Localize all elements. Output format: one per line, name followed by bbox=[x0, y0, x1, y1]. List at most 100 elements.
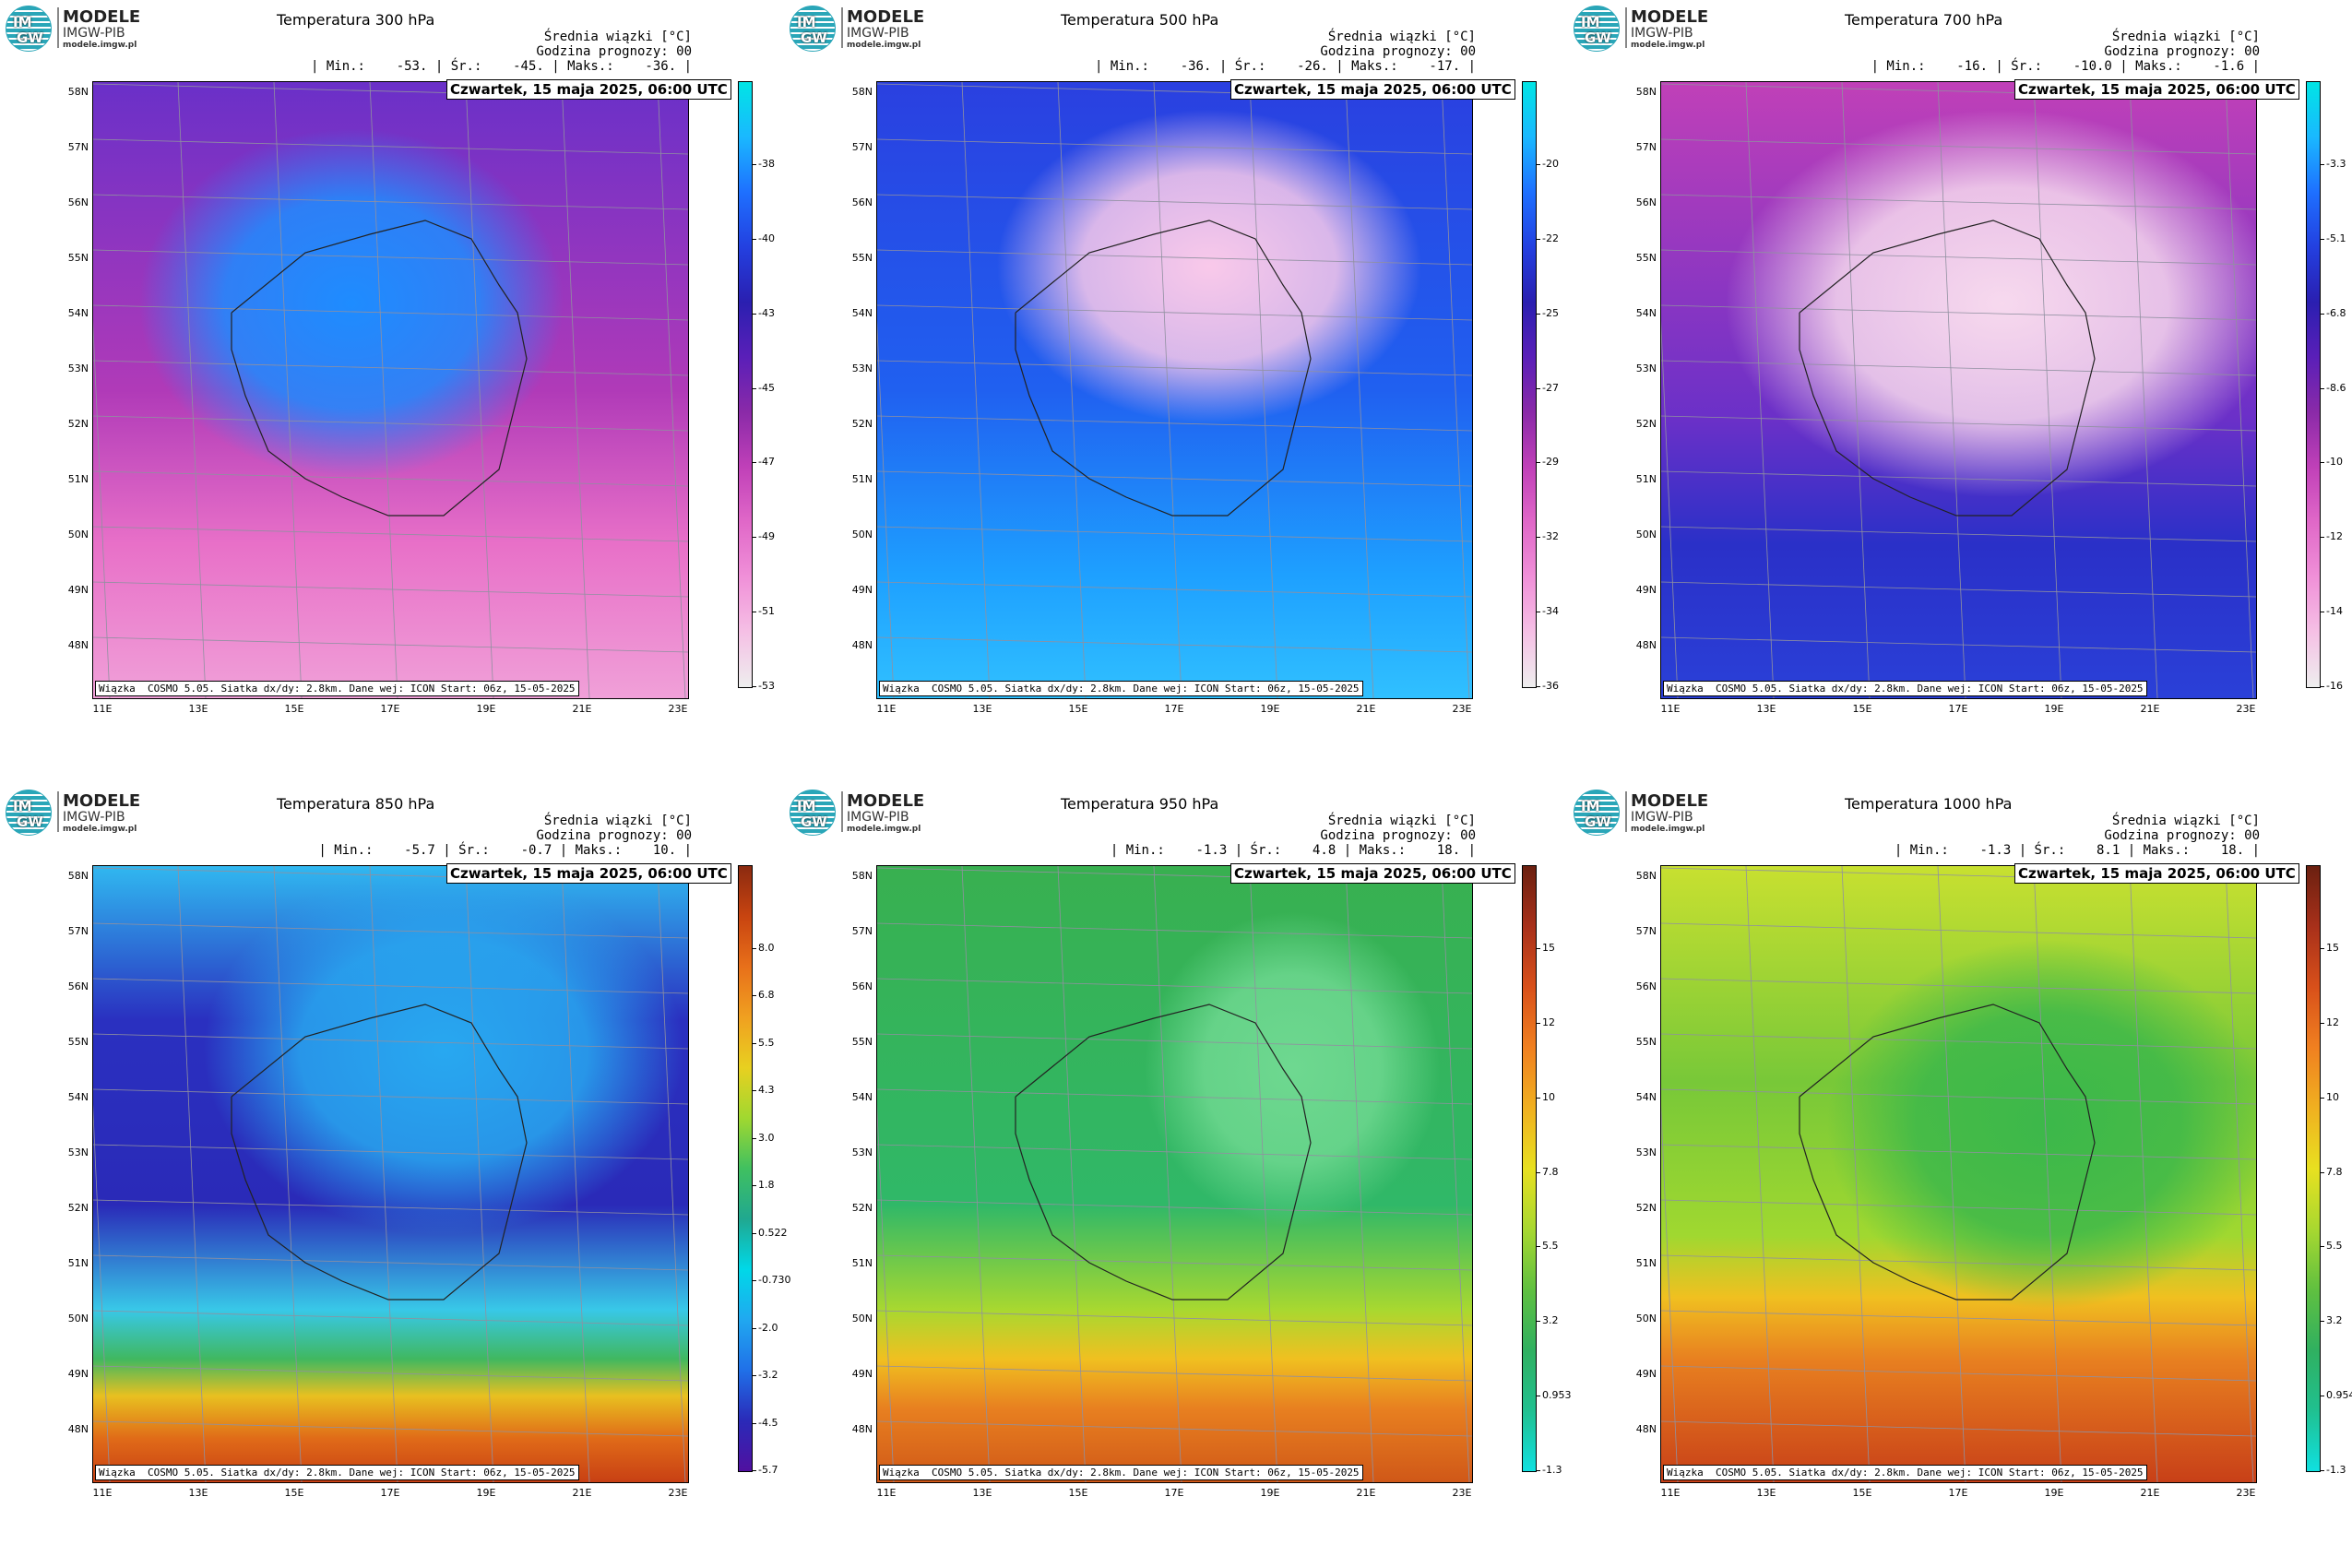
colorbar-tick bbox=[2320, 313, 2324, 315]
latitude-gridline bbox=[93, 360, 688, 376]
longitude-gridline bbox=[93, 1104, 111, 1482]
brand-url[interactable]: modele.imgw.pl bbox=[63, 825, 137, 834]
colorbar-tick bbox=[1536, 537, 1540, 539]
latitude-gridline bbox=[1661, 1144, 2256, 1160]
latitude-label: 53N bbox=[67, 362, 89, 374]
stats-title: Średnia wiązki [°C] bbox=[1327, 814, 1476, 828]
colorbar-tick bbox=[752, 238, 756, 240]
longitude-gridline bbox=[1937, 82, 1966, 698]
colorbar-tick bbox=[752, 1422, 756, 1424]
logo-text-bottom: GW bbox=[17, 814, 43, 830]
brand-url[interactable]: modele.imgw.pl bbox=[847, 41, 921, 50]
latitude-gridline bbox=[93, 249, 688, 266]
colorbar-tick-label: 3.2 bbox=[2326, 1314, 2343, 1327]
latitude-label: 48N bbox=[851, 1423, 873, 1435]
longitude-gridline bbox=[2033, 82, 2062, 698]
temperature-field bbox=[1661, 82, 2256, 698]
longitude-label: 17E bbox=[1164, 703, 1184, 715]
forecast-date: Czwartek, 15 maja 2025, 06:00 UTC bbox=[446, 863, 731, 884]
stats-title: Średnia wiązki [°C] bbox=[543, 30, 692, 44]
latitude-label: 57N bbox=[67, 925, 89, 937]
longitude-label: 23E bbox=[2236, 703, 2256, 715]
longitude-gridline bbox=[1841, 82, 1871, 698]
latitude-label: 54N bbox=[67, 307, 89, 319]
longitude-label: 21E bbox=[572, 703, 592, 715]
map-title: Temperatura 500 hPa bbox=[1061, 11, 1219, 29]
longitude-label: 15E bbox=[1068, 1487, 1088, 1499]
longitude-gridline bbox=[273, 82, 303, 698]
stats-title: Średnia wiązki [°C] bbox=[2111, 30, 2260, 44]
colorbar-tick-label: -40 bbox=[758, 232, 775, 244]
map-area: Wiązka COSMO 5.05. Siatka dx/dy: 2.8km. … bbox=[1660, 865, 2257, 1483]
logo-divider bbox=[1625, 791, 1627, 832]
forecast-hour: Godzina prognozy: 00 bbox=[2104, 828, 2260, 843]
latitude-gridline bbox=[877, 304, 1472, 321]
colorbar-tick bbox=[752, 995, 756, 997]
brand-org: IMGW-PIB bbox=[1631, 810, 1693, 825]
brand-url[interactable]: modele.imgw.pl bbox=[63, 41, 137, 50]
brand-url[interactable]: modele.imgw.pl bbox=[847, 825, 921, 834]
colorbar-tick bbox=[1536, 164, 1540, 165]
latitude-gridline bbox=[93, 1310, 688, 1326]
country-border bbox=[1799, 1004, 2096, 1301]
colorbar-tick-label: -53 bbox=[758, 680, 775, 692]
country-border bbox=[231, 1004, 528, 1301]
logo-emblem-icon bbox=[1574, 6, 1620, 52]
map-title: Temperatura 700 hPa bbox=[1845, 11, 2003, 29]
colorbar-tick bbox=[2320, 537, 2324, 539]
colorbar-tick-label: 5.5 bbox=[758, 1036, 775, 1049]
longitude-gridline bbox=[93, 320, 111, 698]
latitude-label: 55N bbox=[851, 1036, 873, 1048]
map-panel: IM GW MODELE IMGW-PIB modele.imgw.pl Temperat… bbox=[784, 0, 1568, 784]
latitude-gridline bbox=[1661, 636, 2256, 653]
longitude-label: 23E bbox=[668, 703, 688, 715]
colorbar-tick-label: -29 bbox=[1542, 456, 1559, 469]
temperature-field bbox=[877, 866, 1472, 1482]
temperature-field bbox=[93, 82, 688, 698]
colorbar-tick-label: 1.8 bbox=[758, 1179, 775, 1192]
latitude-label: 56N bbox=[851, 196, 873, 208]
colorbar bbox=[1522, 81, 1537, 688]
latitude-gridline bbox=[877, 636, 1472, 653]
colorbar-tick-label: 12 bbox=[2326, 1016, 2339, 1028]
colorbar-tick bbox=[752, 164, 756, 165]
latitude-gridline bbox=[877, 1033, 1472, 1050]
brand-url[interactable]: modele.imgw.pl bbox=[1631, 41, 1705, 50]
colorbar-tick bbox=[752, 537, 756, 539]
latitude-label: 56N bbox=[1635, 980, 1657, 992]
longitude-gridline bbox=[465, 866, 494, 1482]
longitude-gridline bbox=[1745, 866, 1775, 1482]
temperature-field bbox=[93, 866, 688, 1482]
logo-divider bbox=[841, 7, 843, 48]
longitude-label: 23E bbox=[668, 1487, 688, 1499]
model-footer: Wiązka COSMO 5.05. Siatka dx/dy: 2.8km. … bbox=[1663, 681, 2147, 696]
latitude-label: 55N bbox=[1635, 1036, 1657, 1048]
longitude-label: 13E bbox=[188, 703, 208, 715]
colorbar-tick bbox=[752, 1470, 756, 1471]
longitude-label: 15E bbox=[284, 1487, 304, 1499]
map-area: Wiązka COSMO 5.05. Siatka dx/dy: 2.8km. … bbox=[92, 81, 689, 699]
longitude-gridline bbox=[1249, 866, 1278, 1482]
latitude-gridline bbox=[1661, 1420, 2256, 1437]
latitude-gridline bbox=[1661, 304, 2256, 321]
colorbar bbox=[1522, 865, 1537, 1472]
latitude-label: 49N bbox=[1635, 1368, 1657, 1380]
longitude-label: 21E bbox=[1356, 703, 1376, 715]
longitude-gridline bbox=[1937, 866, 1966, 1482]
colorbar-tick-label: -16 bbox=[2326, 680, 2343, 692]
colorbar-tick bbox=[2320, 1097, 2324, 1099]
colorbar-tick-label: -32 bbox=[1542, 530, 1559, 543]
latitude-gridline bbox=[1661, 526, 2256, 542]
longitude-gridline bbox=[1441, 82, 1470, 698]
colorbar-tick bbox=[752, 686, 756, 687]
colorbar-tick-label: -34 bbox=[1542, 605, 1559, 618]
longitude-gridline bbox=[2129, 82, 2158, 698]
longitude-label: 15E bbox=[1852, 703, 1872, 715]
latitude-gridline bbox=[877, 1144, 1472, 1160]
brand-url[interactable]: modele.imgw.pl bbox=[1631, 825, 1705, 834]
latitude-gridline bbox=[877, 194, 1472, 210]
logo-text-top: IM bbox=[13, 14, 32, 30]
logo-emblem-icon bbox=[790, 6, 836, 52]
colorbar-tick-label: 8.0 bbox=[758, 942, 775, 954]
forecast-date: Czwartek, 15 maja 2025, 06:00 UTC bbox=[2014, 79, 2299, 100]
